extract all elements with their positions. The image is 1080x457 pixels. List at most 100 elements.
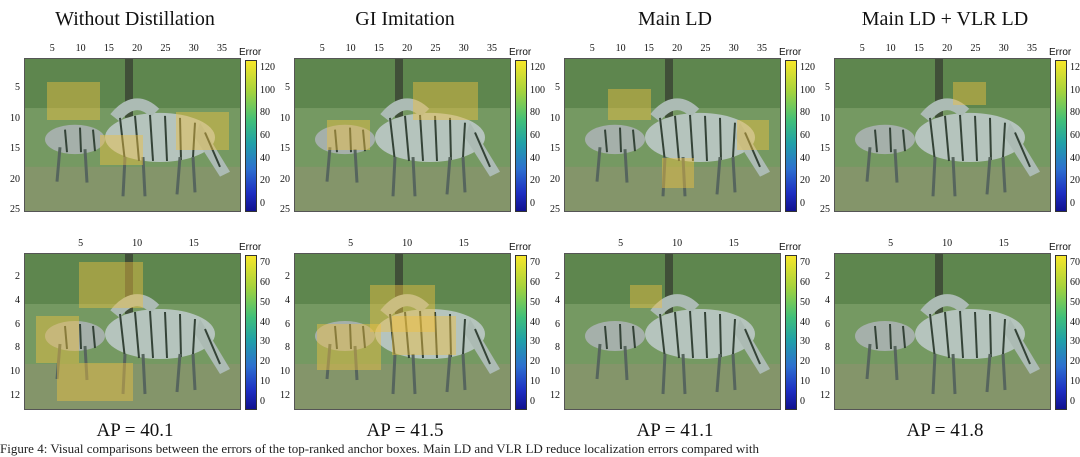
x-axis-tick: 20: [672, 43, 683, 54]
y-axis-tick: 5: [15, 82, 20, 94]
error-hotspot: [737, 119, 770, 151]
colorbar-tick: 70: [530, 257, 540, 268]
error-hotspot: [370, 285, 435, 332]
error-hotspot: [78, 261, 144, 309]
x-axis-tick: 15: [643, 43, 654, 54]
x-axis-tick: 5: [859, 43, 865, 54]
column-title-2: GI Imitation: [355, 8, 455, 30]
x-axis-tick: 30: [458, 43, 469, 54]
column-title-4: Main LD + VLR LD: [861, 8, 1029, 30]
error-hotspot: [391, 316, 457, 355]
error-hotspot: [629, 285, 662, 309]
y-axis-tick: 8: [285, 342, 290, 354]
colorbar-label: Error: [779, 47, 802, 58]
ap-score-2: AP = 41.5: [366, 420, 444, 441]
zebra-heatmap-image: [24, 253, 241, 410]
colorbar-tick: 0: [260, 396, 265, 407]
x-axis-tick: 10: [345, 43, 356, 54]
y-axis-tick: 25: [550, 204, 560, 215]
colorbar-tick: 70: [260, 257, 270, 268]
x-axis-tick: 10: [132, 238, 143, 249]
colorbar-tick: 40: [260, 316, 270, 328]
error-colorbar: [245, 255, 257, 410]
error-hotspot: [57, 362, 133, 402]
error-hotspot: [100, 135, 144, 166]
x-axis-tick: 25: [160, 43, 171, 54]
colorbar-label: Error: [509, 242, 532, 253]
x-axis-tick: 5: [49, 43, 55, 54]
y-axis-tick: 10: [280, 366, 290, 378]
y-axis-tick: 10: [280, 112, 290, 124]
error-colorbar: [245, 60, 257, 212]
colorbar-tick: 0: [530, 198, 535, 209]
error-colorbar: [515, 60, 527, 212]
colorbar-label: Error: [1049, 47, 1072, 58]
colorbar-tick: 20: [530, 175, 540, 187]
y-axis-tick: 25: [10, 204, 20, 215]
colorbar-tick: 20: [260, 356, 270, 368]
y-axis-tick: 4: [825, 294, 830, 306]
colorbar-tick: 70: [1070, 257, 1080, 268]
column-title-1: Without Distillation: [55, 8, 215, 30]
y-axis-tick: 5: [555, 82, 560, 94]
error-colorbar: [515, 255, 527, 410]
x-axis-tick: 5: [888, 238, 894, 249]
colorbar-tick: 20: [1070, 356, 1080, 368]
x-axis-tick: 35: [487, 43, 498, 54]
column-title-3: Main LD: [638, 8, 712, 30]
y-axis-tick: 25: [280, 204, 290, 215]
y-axis-tick: 8: [825, 342, 830, 354]
y-axis-tick: 6: [825, 318, 830, 330]
y-axis-tick: 10: [10, 112, 20, 124]
colorbar-tick: 60: [1070, 130, 1080, 141]
zebra-heatmap-image: [834, 58, 1051, 212]
y-axis-tick: 5: [285, 82, 290, 94]
x-axis-tick: 10: [942, 238, 953, 249]
y-axis-tick: 25: [820, 204, 830, 215]
colorbar-tick: 100: [530, 84, 545, 96]
colorbar-tick: 0: [800, 198, 805, 209]
colorbar-tick: 10: [1070, 376, 1080, 388]
x-axis-tick: 10: [402, 238, 413, 249]
x-axis-tick: 10: [885, 43, 896, 54]
y-axis-tick: 6: [555, 318, 560, 330]
ap-score-4: AP = 41.8: [906, 420, 984, 441]
colorbar-label: Error: [239, 242, 262, 253]
colorbar-tick: 10: [530, 376, 540, 388]
error-hotspot: [175, 112, 230, 151]
zebra-heatmap-image: [294, 253, 511, 410]
colorbar-tick: 40: [1070, 316, 1080, 328]
y-axis-tick: 15: [280, 143, 290, 155]
y-axis-tick: 4: [15, 294, 20, 306]
y-axis-tick: 20: [280, 173, 290, 185]
colorbar-tick: 10: [260, 376, 270, 388]
y-axis-tick: 4: [555, 294, 560, 306]
colorbar-tick: 60: [800, 130, 810, 141]
error-hotspot: [413, 81, 478, 120]
error-colorbar: [1055, 60, 1067, 212]
x-axis-tick: 15: [103, 43, 114, 54]
colorbar-tick: 50: [800, 296, 810, 308]
colorbar-label: Error: [779, 242, 802, 253]
colorbar-label: Error: [1049, 242, 1072, 253]
x-axis-tick: 25: [430, 43, 441, 54]
ap-score-1: AP = 40.1: [96, 420, 174, 441]
colorbar-tick: 40: [800, 316, 810, 328]
x-axis-tick: 15: [913, 43, 924, 54]
zebra-heatmap-image: [564, 253, 781, 410]
colorbar-tick: 70: [800, 257, 810, 268]
x-axis-tick: 10: [672, 238, 683, 249]
colorbar-tick: 30: [260, 336, 270, 348]
x-axis-tick: 35: [217, 43, 228, 54]
y-axis-tick: 12: [550, 390, 560, 402]
colorbar-tick: 10: [800, 376, 810, 388]
x-axis-tick: 15: [188, 238, 199, 249]
colorbar-tick: 80: [1070, 107, 1080, 119]
colorbar-tick: 40: [530, 316, 540, 328]
colorbar-tick: 60: [530, 276, 540, 288]
colorbar-tick: 50: [530, 296, 540, 308]
x-axis-tick: 10: [75, 43, 86, 54]
zebra-heatmap-image: [834, 253, 1051, 410]
colorbar-tick: 20: [1070, 175, 1080, 187]
error-hotspot: [316, 323, 381, 371]
